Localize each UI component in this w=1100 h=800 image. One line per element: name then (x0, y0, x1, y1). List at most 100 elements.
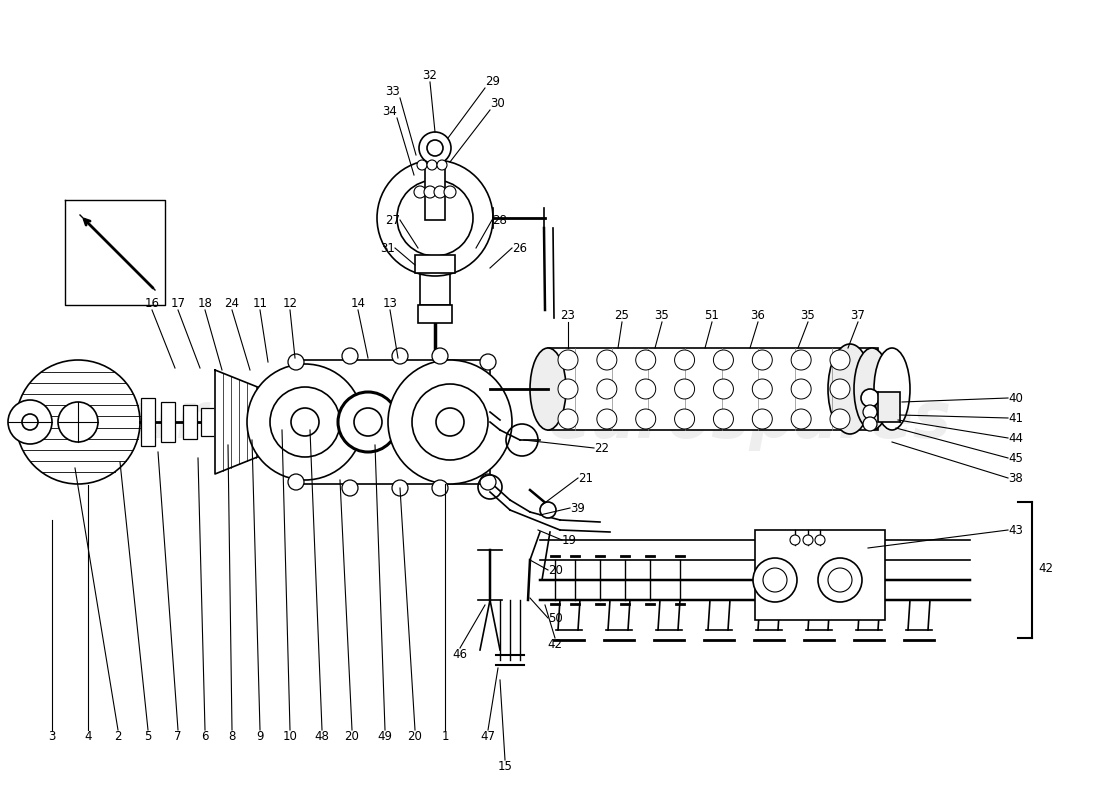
Text: 35: 35 (801, 309, 815, 322)
Circle shape (22, 414, 38, 430)
Text: 33: 33 (385, 85, 400, 98)
Circle shape (754, 558, 798, 602)
Circle shape (830, 379, 850, 399)
Circle shape (480, 354, 496, 370)
Circle shape (828, 568, 852, 592)
Circle shape (597, 379, 617, 399)
Text: 45: 45 (1008, 451, 1023, 465)
Circle shape (558, 409, 578, 429)
Circle shape (830, 350, 850, 370)
Text: 10: 10 (283, 730, 297, 743)
Text: 4: 4 (85, 730, 91, 743)
Bar (425, 148, 446, 220)
Circle shape (714, 350, 734, 370)
Circle shape (752, 379, 772, 399)
Text: 24: 24 (224, 297, 240, 310)
Circle shape (818, 558, 862, 602)
Circle shape (342, 480, 358, 496)
Text: 47: 47 (481, 730, 495, 743)
Text: 25: 25 (615, 309, 629, 322)
Circle shape (791, 409, 811, 429)
Text: 40: 40 (1008, 391, 1023, 405)
Text: 39: 39 (570, 502, 585, 514)
Text: 19: 19 (562, 534, 578, 546)
Circle shape (436, 408, 464, 436)
Text: 20: 20 (408, 730, 422, 743)
Bar (418, 305, 452, 323)
Text: 28: 28 (492, 214, 507, 226)
Text: 6: 6 (201, 730, 209, 743)
Text: 29: 29 (485, 75, 501, 88)
Circle shape (270, 387, 340, 457)
Circle shape (752, 350, 772, 370)
Ellipse shape (530, 348, 566, 430)
Text: 8: 8 (229, 730, 235, 743)
Circle shape (434, 186, 446, 198)
Text: 32: 32 (422, 69, 438, 82)
Circle shape (752, 409, 772, 429)
Circle shape (636, 409, 656, 429)
Bar (415, 255, 455, 273)
Circle shape (674, 379, 694, 399)
Text: 27: 27 (385, 214, 400, 226)
Text: 2: 2 (114, 730, 122, 743)
Text: 49: 49 (377, 730, 393, 743)
Circle shape (674, 350, 694, 370)
Bar (201, 408, 214, 436)
Circle shape (58, 402, 98, 442)
Circle shape (432, 480, 448, 496)
Text: 20: 20 (548, 563, 563, 577)
Circle shape (558, 379, 578, 399)
Circle shape (432, 348, 448, 364)
Polygon shape (214, 370, 290, 474)
Ellipse shape (854, 348, 890, 430)
Text: 22: 22 (594, 442, 609, 454)
Circle shape (377, 160, 493, 276)
Text: eurospares: eurospares (88, 389, 492, 451)
Circle shape (397, 180, 473, 256)
Circle shape (597, 350, 617, 370)
Circle shape (803, 535, 813, 545)
Circle shape (674, 409, 694, 429)
Text: 37: 37 (850, 309, 866, 322)
Bar (141, 398, 155, 446)
Circle shape (480, 474, 496, 490)
Circle shape (412, 384, 488, 460)
Ellipse shape (828, 344, 872, 434)
Circle shape (427, 160, 437, 170)
Circle shape (414, 186, 426, 198)
Text: 12: 12 (283, 297, 297, 310)
Text: 31: 31 (381, 242, 395, 254)
Circle shape (791, 350, 811, 370)
Text: 35: 35 (654, 309, 670, 322)
Circle shape (861, 389, 879, 407)
Bar (420, 255, 450, 305)
Text: 13: 13 (383, 297, 397, 310)
Text: 14: 14 (351, 297, 365, 310)
Text: 21: 21 (578, 471, 593, 485)
Text: 3: 3 (48, 730, 56, 743)
Circle shape (392, 480, 408, 496)
Text: 30: 30 (490, 97, 505, 110)
Text: 1: 1 (441, 730, 449, 743)
Circle shape (437, 160, 447, 170)
Text: 51: 51 (705, 309, 719, 322)
Circle shape (540, 502, 556, 518)
Text: 44: 44 (1008, 431, 1023, 445)
Circle shape (8, 400, 52, 444)
Bar (290, 360, 490, 484)
Circle shape (830, 409, 850, 429)
Circle shape (864, 417, 877, 431)
Circle shape (248, 364, 363, 480)
Circle shape (392, 348, 408, 364)
Circle shape (815, 535, 825, 545)
Circle shape (338, 392, 398, 452)
Text: 36: 36 (750, 309, 766, 322)
Text: 38: 38 (1008, 471, 1023, 485)
Circle shape (292, 408, 319, 436)
Circle shape (16, 360, 140, 484)
Circle shape (417, 160, 427, 170)
Circle shape (427, 140, 443, 156)
Text: 20: 20 (344, 730, 360, 743)
Text: 16: 16 (144, 297, 159, 310)
